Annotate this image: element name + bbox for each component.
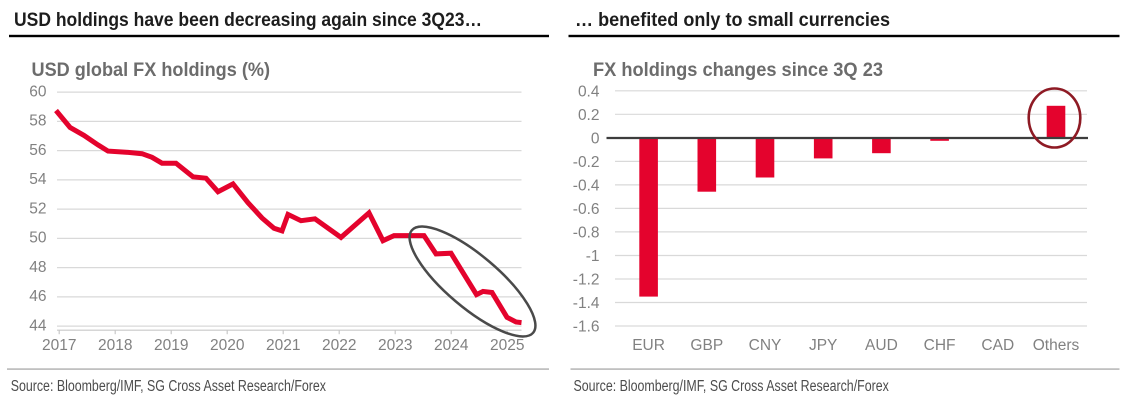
svg-text:JPY: JPY [809, 337, 837, 354]
svg-text:2021: 2021 [266, 337, 300, 354]
svg-text:0: 0 [591, 130, 600, 147]
svg-text:50: 50 [29, 230, 47, 247]
svg-text:2018: 2018 [98, 337, 132, 354]
svg-text:2020: 2020 [210, 337, 245, 354]
svg-text:56: 56 [29, 142, 46, 159]
svg-text:2025: 2025 [490, 337, 524, 354]
svg-text:-1.4: -1.4 [573, 295, 600, 312]
svg-text:CAD: CAD [981, 337, 1014, 354]
svg-text:CHF: CHF [924, 337, 956, 354]
svg-text:46: 46 [29, 288, 46, 305]
svg-text:2022: 2022 [322, 337, 356, 354]
svg-text:FX holdings changes since 3Q 2: FX holdings changes since 3Q 23 [593, 59, 883, 81]
svg-text:Source: Bloomberg/IMF, SG Cros: Source: Bloomberg/IMF, SG Cross Asset Re… [11, 378, 326, 395]
svg-text:2017: 2017 [42, 337, 76, 354]
svg-text:Others: Others [1033, 337, 1080, 354]
svg-text:-1.6: -1.6 [573, 319, 600, 336]
svg-text:2023: 2023 [378, 337, 412, 354]
svg-text:USD holdings have been decreas: USD holdings have been decreasing again … [14, 10, 482, 31]
svg-text:-0.4: -0.4 [573, 177, 600, 194]
svg-text:52: 52 [29, 200, 46, 217]
svg-text:2019: 2019 [154, 337, 188, 354]
svg-text:USD global FX holdings (%): USD global FX holdings (%) [32, 59, 271, 81]
svg-text:60: 60 [29, 83, 47, 100]
svg-text:-0.2: -0.2 [573, 154, 600, 171]
svg-text:-0.8: -0.8 [573, 224, 600, 241]
svg-text:EUR: EUR [632, 337, 665, 354]
svg-text:58: 58 [29, 113, 46, 130]
svg-text:44: 44 [29, 317, 47, 334]
svg-text:GBP: GBP [690, 337, 723, 354]
svg-text:AUD: AUD [865, 337, 898, 354]
svg-text:-1: -1 [586, 248, 600, 265]
svg-text:… benefited only to small curr: … benefited only to small currencies [575, 10, 890, 31]
svg-text:2024: 2024 [434, 337, 469, 354]
svg-text:54: 54 [29, 171, 47, 188]
svg-text:0.4: 0.4 [578, 83, 600, 100]
svg-text:0.2: 0.2 [578, 107, 600, 124]
svg-text:Source: Bloomberg/IMF, SG Cros: Source: Bloomberg/IMF, SG Cross Asset Re… [574, 378, 889, 395]
svg-text:48: 48 [29, 259, 46, 276]
svg-text:-0.6: -0.6 [573, 201, 600, 218]
svg-text:-1.2: -1.2 [573, 272, 600, 289]
svg-text:CNY: CNY [749, 337, 782, 354]
